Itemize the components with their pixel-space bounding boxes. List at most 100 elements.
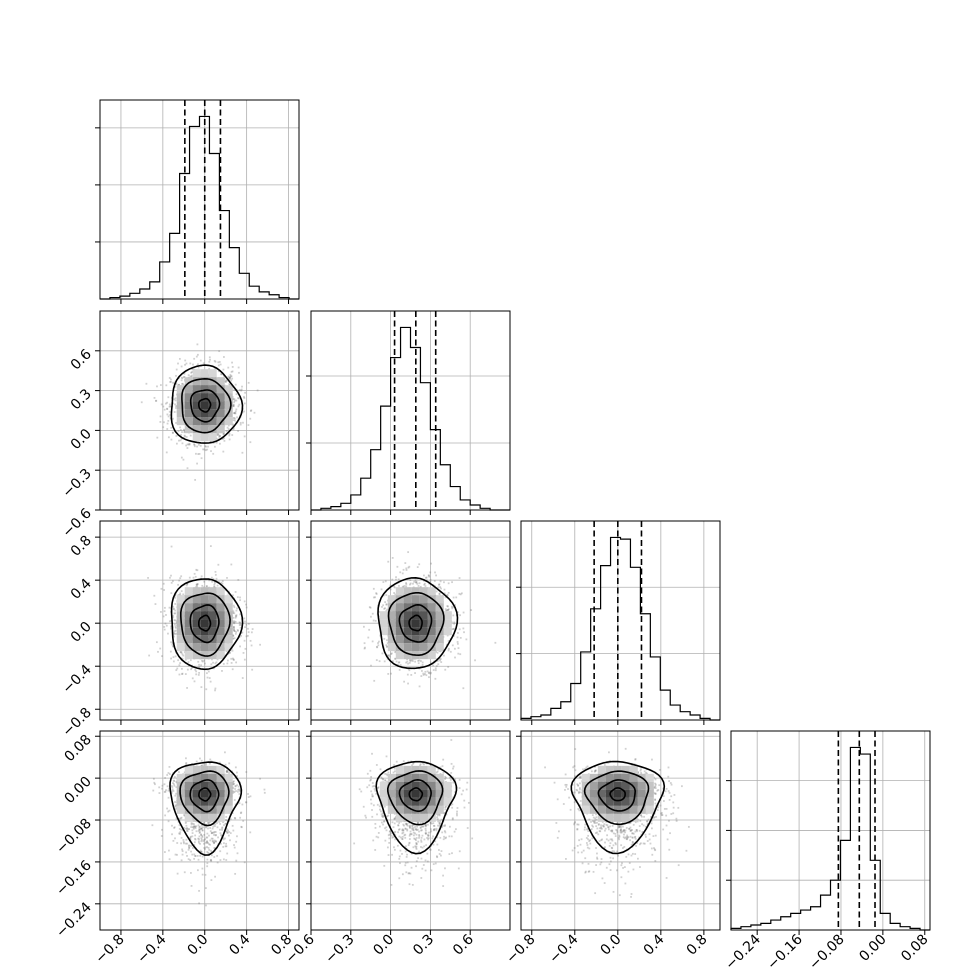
density-cell — [403, 651, 412, 660]
sample-point — [166, 413, 169, 416]
sample-point — [239, 645, 241, 648]
sample-point — [458, 592, 461, 595]
sample-point — [171, 432, 174, 434]
sample-point — [217, 361, 220, 364]
sample-point — [232, 659, 235, 661]
sample-point — [447, 640, 450, 642]
sample-point — [230, 370, 233, 373]
sample-point — [222, 432, 225, 435]
sample-point — [171, 431, 174, 434]
sample-point — [196, 855, 199, 857]
sample-point — [184, 822, 187, 824]
sample-point — [454, 604, 456, 607]
density-cell — [208, 611, 217, 620]
sample-point — [236, 596, 239, 599]
contour-level-0 — [377, 576, 459, 670]
sample-point — [233, 399, 236, 402]
sample-point — [168, 620, 171, 623]
sample-point — [209, 680, 212, 683]
sample-point — [238, 624, 241, 626]
sample-point — [180, 667, 183, 670]
sample-point — [174, 808, 177, 810]
sample-point — [234, 615, 237, 617]
sample-point — [418, 685, 421, 688]
sample-point — [443, 592, 446, 595]
sample-point — [378, 611, 381, 613]
sample-point — [372, 619, 375, 622]
sample-point — [172, 607, 175, 610]
sample-point — [170, 619, 173, 622]
sample-point — [456, 641, 459, 643]
sample-point — [183, 428, 185, 431]
sample-point — [167, 396, 170, 399]
sample-point — [382, 604, 384, 607]
sample-point — [200, 759, 203, 762]
sample-point — [409, 659, 411, 662]
sample-point — [163, 791, 166, 793]
sample-point — [166, 428, 169, 430]
sample-point — [417, 659, 420, 662]
sample-point — [244, 647, 247, 650]
sample-point — [403, 680, 406, 683]
sample-point — [191, 847, 194, 849]
sample-point — [185, 584, 188, 587]
sample-point — [397, 578, 400, 581]
sample-point — [240, 825, 243, 828]
sample-point — [407, 682, 409, 685]
density-cell — [192, 619, 201, 628]
density-cell — [403, 643, 412, 652]
sample-point — [407, 668, 410, 670]
sample-point — [385, 603, 388, 606]
sample-point — [438, 592, 441, 595]
sample-point — [406, 673, 409, 676]
sample-point — [414, 660, 417, 663]
sample-point — [446, 609, 449, 611]
sample-point — [215, 661, 218, 664]
sample-point — [156, 385, 158, 388]
sample-point — [180, 379, 183, 382]
sample-point — [174, 603, 177, 605]
sample-point — [239, 621, 241, 624]
density-cell — [184, 393, 193, 402]
panel-frame — [99, 310, 300, 511]
sample-point — [194, 838, 197, 841]
sample-point — [239, 599, 242, 602]
sample-point — [168, 606, 171, 609]
sample-point — [213, 831, 216, 833]
sample-point — [231, 824, 234, 827]
sample-point — [193, 357, 196, 360]
sample-point — [164, 622, 167, 625]
sample-point — [174, 596, 176, 599]
sample-point — [224, 845, 227, 848]
sample-point — [459, 653, 462, 656]
density-cell — [184, 587, 193, 596]
sample-point — [170, 592, 173, 595]
sample-point — [182, 376, 185, 378]
sample-point — [225, 816, 228, 818]
sample-point — [185, 436, 188, 438]
density-cell — [192, 369, 201, 378]
sample-point — [249, 410, 252, 412]
sample-point — [402, 585, 405, 588]
sample-point — [413, 580, 416, 583]
sample-point — [232, 397, 235, 400]
sample-point — [197, 830, 200, 832]
density-cell — [216, 401, 225, 410]
density-cell — [411, 619, 420, 628]
sample-point — [165, 624, 168, 627]
sample-point — [204, 825, 207, 828]
sample-point — [230, 563, 233, 566]
sample-point — [429, 578, 432, 581]
sample-point — [193, 572, 196, 575]
sample-point — [231, 434, 234, 436]
sample-point — [190, 371, 193, 374]
sample-point — [198, 902, 200, 905]
sample-point — [408, 669, 411, 672]
sample-point — [190, 885, 193, 887]
contour-level-1 — [180, 592, 231, 657]
sample-point — [411, 658, 414, 661]
sample-point — [195, 452, 197, 455]
density-cell — [427, 635, 436, 644]
sample-point — [438, 650, 441, 653]
sample-point — [237, 397, 239, 400]
